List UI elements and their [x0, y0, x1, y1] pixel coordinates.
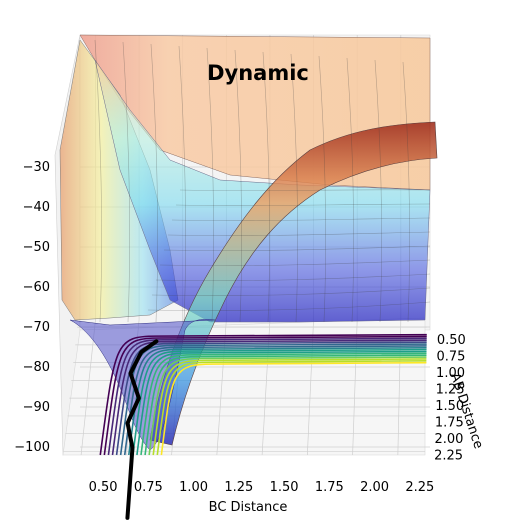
z-tick-label: −90	[23, 400, 50, 415]
contour-line-13	[152, 358, 427, 456]
contour-line-1	[103, 335, 427, 456]
z-tick-label: −70	[23, 320, 50, 335]
contour-line-12	[148, 356, 427, 456]
surface-ridge	[149, 121, 438, 446]
contour-line-7	[128, 346, 427, 456]
mesh-line-h-8	[147, 301, 431, 311]
mesh-line-h-2	[171, 217, 431, 221]
x-tick-labels: 0.50 0.75 1.00 1.25 1.50 1.75 2.00 2.25	[89, 480, 435, 495]
z-tick-label: −80	[23, 360, 50, 375]
y-tick-label: 1.25	[436, 383, 465, 398]
mesh-line-v-2	[150, 43, 158, 323]
z-tick-label: −100	[14, 440, 50, 455]
x-axis-label: BC Distance	[209, 500, 288, 515]
contour-line-11	[144, 354, 427, 456]
x-tick-label: 2.00	[360, 480, 389, 495]
mesh-line-v-5	[234, 49, 242, 323]
z-tick-label: −50	[23, 240, 50, 255]
mesh-line-h-5	[159, 259, 431, 266]
y-tick-label: 1.00	[436, 366, 465, 381]
mesh-line-h-7	[151, 287, 431, 296]
z-tick-label: −40	[23, 200, 50, 215]
z-tick-label: −60	[23, 280, 50, 295]
mesh-line-h-1	[175, 203, 431, 206]
mesh-line-v-3	[178, 45, 186, 323]
x-tick-label: 1.75	[315, 480, 344, 495]
chart-title: Dynamic	[207, 61, 309, 85]
contour-line-9	[136, 350, 427, 456]
grid-line-x-0	[80, 319, 96, 456]
y-tick-labels: 0.50 0.751.00 1.251.50 1.752.00 2.25	[434, 333, 466, 464]
contour-line-6	[123, 345, 427, 456]
mesh-line-v-8	[318, 55, 326, 323]
mesh-line-v-11	[402, 61, 410, 323]
x-tick-label: 2.25	[405, 480, 434, 495]
y-tick-label: 0.75	[436, 350, 465, 365]
mesh-line-h-4	[163, 245, 431, 251]
floor-contours	[99, 333, 427, 456]
z-tick-label: −30	[23, 160, 50, 175]
contour-line-2	[107, 337, 427, 456]
mesh-line-v-6	[262, 51, 270, 323]
x-tick-label: 1.50	[270, 480, 299, 495]
x-tick-label: 1.25	[224, 480, 253, 495]
mesh-line-v-1	[122, 41, 130, 323]
mesh-line-v-0	[94, 39, 102, 323]
y-tick-label: 1.75	[435, 416, 464, 431]
surface-valley	[94, 59, 431, 323]
surface-mesh	[94, 39, 431, 323]
mesh-line-v-10	[374, 59, 382, 323]
contour-line-0	[99, 333, 427, 456]
contour-line-15	[160, 361, 427, 456]
contour-line-10	[140, 352, 427, 456]
mesh-line-h-0	[179, 189, 431, 192]
x-tick-label: 0.75	[134, 480, 163, 495]
x-tick-label: 1.00	[179, 480, 208, 495]
mesh-line-v-7	[290, 53, 298, 323]
z-tick-labels: −30 −40 −50 −60 −70 −80 −90 −100	[14, 160, 50, 455]
contour-line-3	[111, 339, 427, 456]
trajectory-line	[125, 339, 159, 520]
contour-line-8	[132, 348, 427, 456]
mesh-line-h-6	[155, 273, 431, 281]
x-tick-label: 0.50	[89, 480, 118, 495]
contour-line-4	[115, 341, 427, 456]
y-tick-label: 0.50	[437, 333, 466, 348]
mesh-line-v-9	[346, 57, 354, 323]
y-tick-label: 1.50	[435, 399, 464, 414]
mesh-line-v-4	[206, 47, 214, 323]
mesh-line-h-3	[167, 231, 431, 236]
y-tick-label: 2.25	[434, 449, 463, 464]
contour-line-14	[156, 360, 427, 456]
y-tick-label: 2.00	[434, 432, 463, 447]
